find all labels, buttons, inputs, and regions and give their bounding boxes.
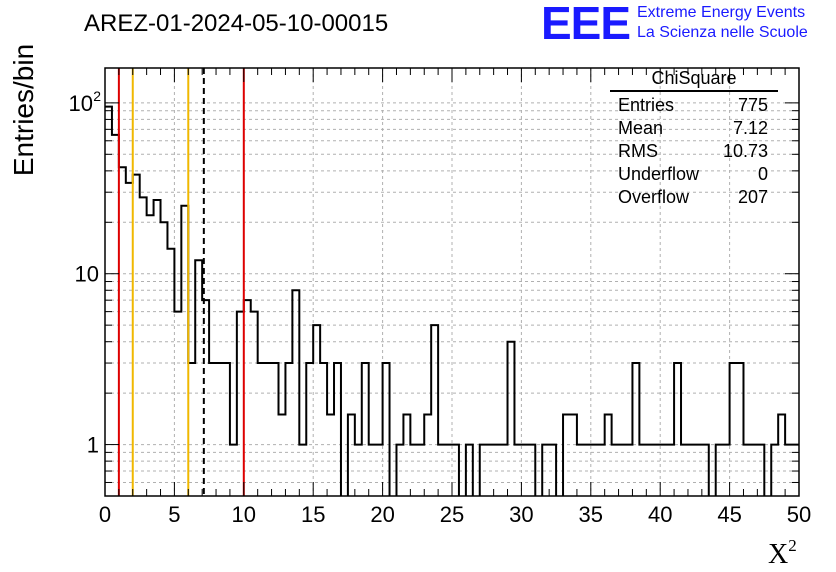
x-tick-label: 35 [579, 502, 603, 527]
stats-value: 7.12 [732, 118, 768, 138]
x-axis-title: X2 [768, 536, 797, 570]
histogram-outline [105, 105, 799, 496]
reference-lines [117, 68, 245, 496]
x-axis-title-superscript: 2 [788, 536, 797, 555]
stats-row: RMS 10.73 [610, 140, 778, 163]
stats-row: Mean 7.12 [610, 117, 778, 140]
x-tick-label: 20 [370, 502, 394, 527]
histogram-bars [105, 105, 799, 496]
run-title: AREZ-01-2024-05-10-00015 [84, 10, 389, 37]
stats-label: Underflow [618, 164, 700, 184]
stats-row: Underflow 0 [610, 163, 778, 186]
eee-logo: EEE [541, 0, 631, 49]
eee-tagline-1: Extreme Energy Events [637, 4, 806, 21]
x-axis-title-base: X [768, 539, 788, 570]
x-tick-label: 30 [509, 502, 533, 527]
x-tick-label: 5 [168, 502, 180, 527]
x-tick-label: 10 [232, 502, 256, 527]
y-axis-title: Entries/bin [8, 44, 39, 176]
stats-label: RMS [618, 141, 658, 161]
x-tick-label: 0 [99, 502, 111, 527]
stats-row: Overflow 207 [610, 186, 778, 209]
x-tick-label: 25 [440, 502, 464, 527]
y-tick-label: 1 [87, 433, 99, 458]
stats-label: Mean [618, 118, 664, 138]
stats-label: Entries [618, 95, 675, 115]
stats-value: 0 [757, 164, 768, 184]
stats-rows: Entries 775 Mean 7.12 RMS 10.73 Underflow 0 Over… [610, 94, 778, 209]
eee-tagline-2: La Scienza nelle Scuole [637, 24, 808, 41]
stats-value: 10.73 [722, 141, 768, 161]
x-tick-label: 15 [301, 502, 325, 527]
y-tick-label: 10 [69, 91, 93, 116]
x-tick-label: 40 [648, 502, 672, 527]
stats-value: 207 [737, 187, 768, 207]
stats-label: Overflow [618, 187, 690, 207]
stats-value: 775 [737, 95, 768, 115]
axis-ticks [104, 68, 800, 497]
x-tick-label: 45 [717, 502, 741, 527]
stats-box-title: ChiSquare [610, 68, 778, 92]
stats-row: Entries 775 [610, 94, 778, 117]
y-tick-label: 10 [75, 262, 99, 287]
grid-lines [105, 68, 799, 497]
stats-box: ChiSquare Entries 775 Mean 7.12 RMS 10.73 Unde… [610, 68, 778, 209]
x-tick-label: 50 [787, 502, 811, 527]
y-tick-superscript: 2 [93, 88, 101, 104]
